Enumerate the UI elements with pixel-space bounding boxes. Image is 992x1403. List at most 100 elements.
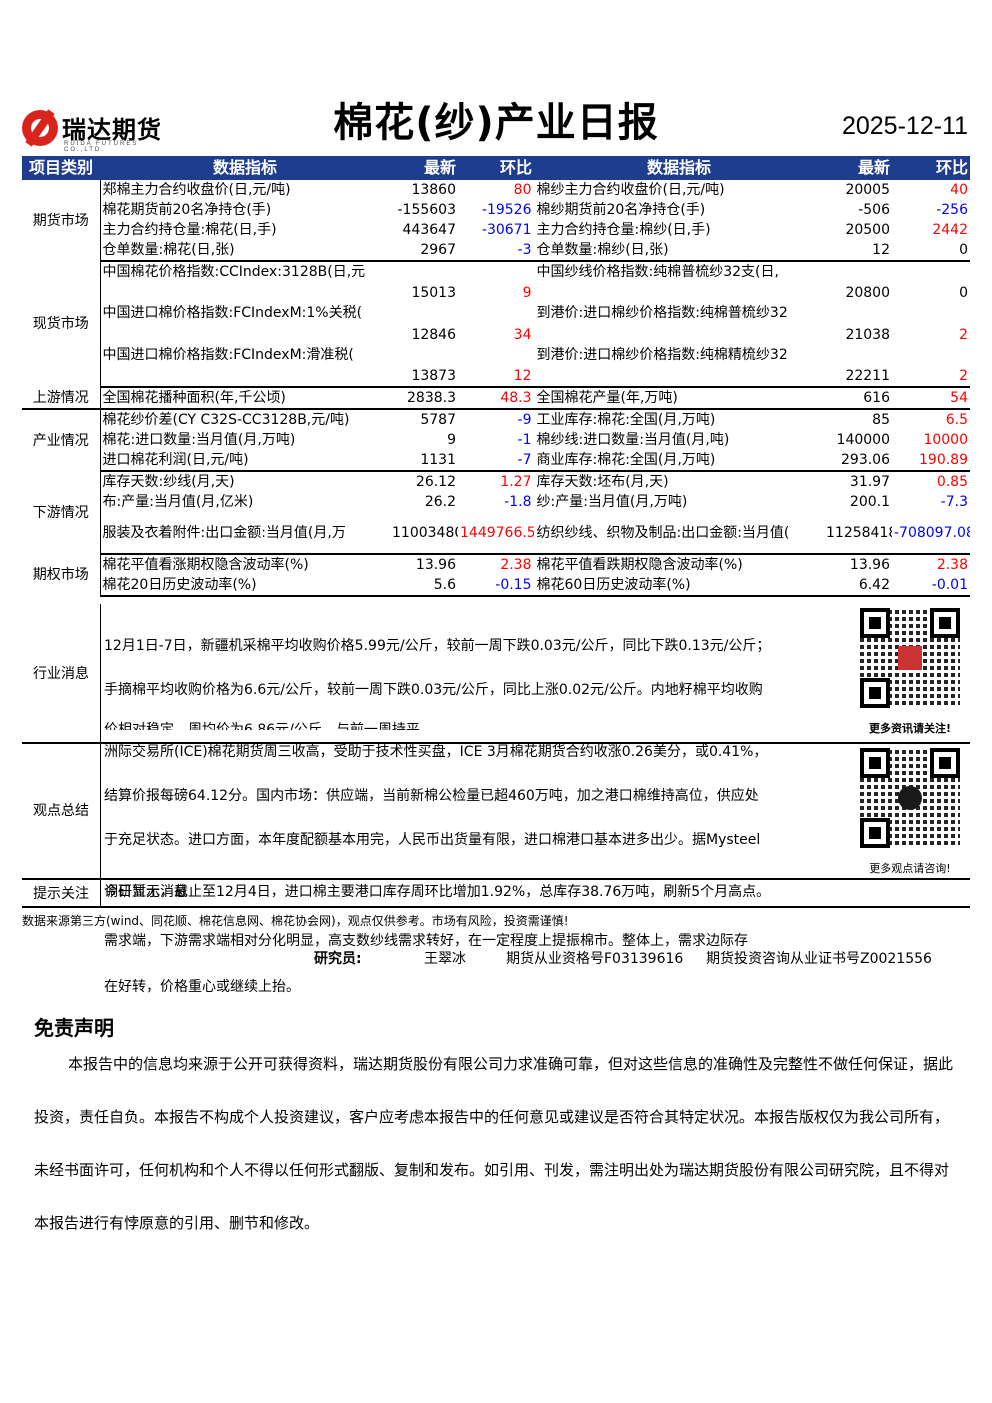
change-value-right: 2 (959, 327, 968, 343)
change-value-right: -0.01 (892, 575, 970, 597)
table-row: 下游情况 库存天数:纱线(月,天) 26.12 1.27 库存天数:坯布(月,天) 31.… (22, 471, 970, 554)
consulting-qualification: 期货投资咨询从业证书号Z0021556 (706, 951, 932, 967)
change-value: 80 (513, 182, 532, 198)
indicator-label-right: 纺织纱线、织物及制品:出口金额:当月值( (534, 512, 824, 555)
change-value: 12 (458, 345, 534, 388)
change-value-right: 2 (892, 345, 970, 388)
table-row: 中国进口棉价格指数:FCIndexM:滑准税(13873 12 到港价:进口棉纱价格… (22, 345, 970, 388)
change-value-right: 190.89 (892, 450, 970, 472)
latest-value-right: 616 (824, 387, 892, 410)
change-value: -0.15 (458, 575, 534, 597)
brand-name: 瑞达期货 (62, 116, 162, 144)
latest-value-right: 22211 (824, 345, 892, 388)
indicator-label: 中国棉花价格指数:CCIndex:3128B(日,元 (102, 264, 366, 280)
change-value: 9 (522, 285, 532, 301)
category-cell: 期权市场 (22, 554, 101, 596)
disclaimer-title: 免责声明 (34, 1016, 114, 1040)
tips-section: 提示关注 今日暂无消息 调研显示，截止至12月4日，进口棉主要港口库存周环比增加… (22, 880, 970, 908)
latest-value-right: 13.96 (849, 557, 890, 573)
view-qr-caption: 更多观点请咨询! (869, 862, 951, 875)
change-value-right: 2442 (932, 222, 968, 238)
indicator-label: 全国棉花播种面积(年,千公顷) (100, 387, 390, 410)
indicator-label-right: 到港价:进口棉纱价格指数:纯棉普梳纱32 (536, 305, 788, 321)
researcher-label: 研究员: (314, 951, 362, 967)
data-source-note: 数据来源第三方(wind、同花顺、棉花信息网、棉花协会网)，观点仅供参考。市场有… (22, 914, 569, 928)
view-line: 洲际交易所(ICE)棉花期货周三收高，受助于技术性买盘，ICE 3月棉花期货合约… (104, 744, 768, 760)
indicator-label: 棉花:进口数量:当月值(月,万吨) (102, 432, 296, 448)
header-change-right: 环比 (892, 156, 970, 180)
table-row: 棉花20日历史波动率(%) 5.6 -0.15 棉花60日历史波动率(%) 6.42 -0… (22, 575, 970, 597)
change-value: 2.38 (500, 557, 532, 573)
table-row: 期货市场 郑棉主力合约收盘价(日,元/吨) 13860 80 棉纱主力合约收盘价(日,元… (22, 180, 970, 261)
news-category: 行业消息 (22, 604, 101, 742)
change-value: 34 (513, 327, 532, 343)
table-row: 期权市场 棉花平值看涨期权隐含波动率(%) 13.96 2.38 棉花平值看跌期权隐含波… (22, 554, 970, 596)
report-title: 棉花(纱)产业日报 (333, 100, 659, 146)
change-value: -1.8 (504, 494, 532, 510)
change-value-right: 54 (892, 387, 970, 410)
latest-value: 13873 (390, 345, 458, 388)
latest-value: 1131 (390, 450, 458, 472)
indicator-label-right: 棉纱线:进口数量:当月值(月,吨) (536, 432, 730, 448)
view-body: 洲际交易所(ICE)棉花期货周三收高，受助于技术性买盘，ICE 3月棉花期货合约… (104, 730, 824, 862)
indicator-label: 棉花20日历史波动率(%) (100, 575, 390, 597)
category-cell: 现货市场 (22, 261, 101, 387)
latest-value-right: 12 (824, 240, 892, 262)
change-value: -1 (517, 432, 532, 448)
news-qr-caption: 更多资讯请关注! (868, 722, 952, 735)
tips-category: 提示关注 (22, 880, 101, 906)
category-cell: 期货市场 (22, 180, 101, 261)
indicator-label-right: 棉纱期货前20名净持仓(手) (536, 202, 706, 218)
change-value: -7 (458, 450, 534, 472)
indicator-label: 棉花平值看涨期权隐含波动率(%) (102, 557, 309, 573)
latest-value: 12846 (411, 327, 456, 343)
indicator-label: 服装及衣着附件:出口金额:当月值(月,万 (100, 512, 390, 555)
view-line: 调研显示，截止至12月4日，进口棉主要港口库存周环比增加1.92%，总库存38.… (104, 884, 771, 900)
indicator-label-right: 商业库存:棉花:全国(月,万吨) (534, 450, 824, 472)
indicator-label-right: 棉花平值看跌期权隐含波动率(%) (536, 557, 743, 573)
change-value-right: 0 (959, 285, 968, 301)
change-value-right: -7.3 (940, 494, 968, 510)
table-row: 中国进口棉价格指数:FCIndexM:1%关税( 12846 34 到港价:进口棉纱价… (22, 303, 970, 345)
change-value: 1.27 (500, 474, 532, 490)
change-value-right: -256 (936, 202, 968, 218)
indicator-label-right: 到港价:进口棉纱价格指数:纯棉精梳纱32 (534, 345, 824, 388)
change-value: 1449766.57 (458, 512, 534, 555)
latest-value-right: 140000 (836, 432, 890, 448)
view-qr-code: 更多观点请咨询! (860, 748, 960, 876)
header-indicator: 数据指标 (100, 156, 390, 180)
indicator-label-right: 库存天数:坯布(月,天) (536, 474, 669, 490)
change-value-right: 0 (892, 240, 970, 262)
indicator-label: 中国进口棉价格指数:FCIndexM:滑准税( (100, 345, 390, 388)
header-category: 项目类别 (22, 156, 100, 180)
company-logo: 瑞达期货 RUIDA FUTURES CO.,LTD. (22, 108, 182, 153)
view-line: 在好转，价格重心或继续上抬。 (104, 979, 300, 995)
report-date: 2025-12-11 (841, 112, 968, 140)
researcher-name: 王翠冰 (424, 951, 466, 967)
indicator-label: 中国进口棉价格指数:FCIndexM:1%关税( (102, 305, 363, 321)
header-latest-right: 最新 (824, 156, 892, 180)
category-cell: 下游情况 (22, 471, 101, 554)
change-value-right: 10000 (923, 432, 968, 448)
header-change: 环比 (458, 156, 534, 180)
table-body: 期货市场 郑棉主力合约收盘价(日,元/吨) 13860 80 棉纱主力合约收盘价(日,元… (22, 180, 970, 597)
indicator-label-right: 中国纱线价格指数:纯棉普梳纱32支(日, (536, 264, 779, 280)
table-row: 产业情况 棉花纱价差(CY C32S-CC3128B,元/吨) 5787 -9 工业库存… (22, 409, 970, 471)
latest-value: 2967 (390, 240, 458, 262)
news-line: 价相对稳定，周均价为6.86元/公斤，与前一周持平。 (104, 722, 434, 730)
latest-value: 11003480.43 (390, 512, 458, 555)
category-cell: 产业情况 (22, 409, 101, 471)
latest-value-right: 293.06 (824, 450, 892, 472)
table-header-row: 项目类别 数据指标 最新 环比 数据指标 最新 环比 (22, 156, 970, 180)
change-value-right: 6.5 (945, 412, 968, 428)
change-value: -3 (458, 240, 534, 262)
change-value: -19526 (481, 202, 532, 218)
table-row: 上游情况 全国棉花播种面积(年,千公顷) 2838.3 48.3 全国棉花产量(年,万吨… (22, 387, 970, 410)
latest-value: 2838.3 (390, 387, 458, 410)
table-row: 现货市场 中国棉花价格指数:CCIndex:3128B(日,元 15013 9 中国纱线… (22, 261, 970, 387)
indicator-label-right: 工业库存:棉花:全国(月,万吨) (536, 412, 716, 428)
table-row: 主力合约持仓量:棉花(日,手) 443647 -30671 主力合约持仓量:棉纱(日,… (22, 220, 970, 240)
view-line: 需求端，下游需求端相对分化明显，高支数纱线需求转好，在一定程度上提振棉市。整体上… (104, 933, 748, 949)
latest-value-right: 31.97 (849, 474, 890, 490)
latest-value-right: 11258418.92 (824, 512, 892, 555)
